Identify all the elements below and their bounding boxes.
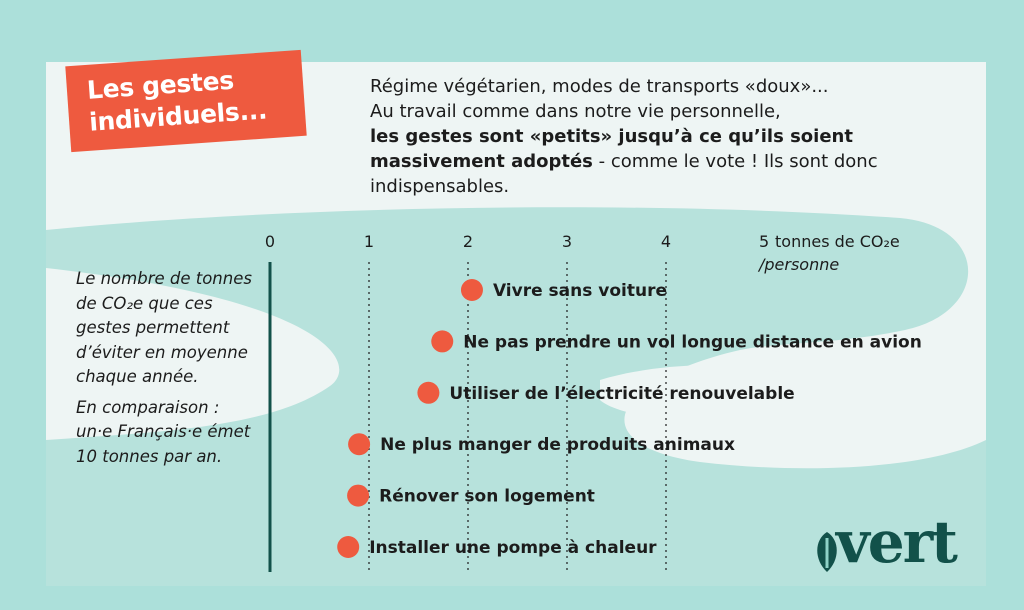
point-label: Rénover son logement <box>379 487 595 507</box>
intro-line-2: Au travail comme dans notre vie personne… <box>370 101 781 122</box>
tick-label-2: 2 <box>463 232 473 251</box>
data-point <box>417 381 440 404</box>
unit-label: tonnes de CO₂e <box>775 232 900 251</box>
sidebar-description: Le nombre de tonnes de CO₂e que ces gest… <box>76 269 252 386</box>
tick-label-0: 0 <box>265 232 275 251</box>
point-label: Ne pas prendre un vol longue distance en… <box>463 332 922 352</box>
sidebar-note: Le nombre de tonnes de CO₂e que ces gest… <box>76 267 256 469</box>
point-label: Ne plus manger de produits animaux <box>380 435 735 455</box>
data-point <box>431 330 454 353</box>
intro-bold-text: les gestes sont «petits» jusqu’à ce qu’i… <box>370 126 853 172</box>
tick-label-3: 3 <box>562 232 572 251</box>
intro-line-1: Régime végétarien, modes de transports «… <box>370 76 829 97</box>
tick-label-1: 1 <box>364 232 374 251</box>
tick-label-5: 5 <box>759 232 769 251</box>
intro-text: Régime végétarien, modes de transports «… <box>370 74 910 199</box>
point-label: Utiliser de l’électricité renouvelable <box>449 384 794 404</box>
intro-after-bold: - comme le vote ! Ils sont donc indispen… <box>370 151 878 197</box>
intro-rest: les gestes sont «petits» jusqu’à ce qu’i… <box>370 124 910 199</box>
sidebar-comparison: En comparaison : un·e Français·e émet 10… <box>76 397 251 466</box>
vert-logo: vert <box>812 508 1012 580</box>
unit-label-line2: /personne <box>757 255 839 274</box>
data-point <box>337 536 360 558</box>
leaf-icon <box>817 532 837 572</box>
logo-text: vert <box>836 508 958 576</box>
data-point <box>460 279 483 301</box>
point-label: Installer une pompe à chaleur <box>369 538 657 558</box>
data-point <box>348 433 371 456</box>
tick-label-4: 4 <box>661 232 671 251</box>
point-label: Vivre sans voiture <box>493 281 667 301</box>
data-point <box>347 484 370 507</box>
